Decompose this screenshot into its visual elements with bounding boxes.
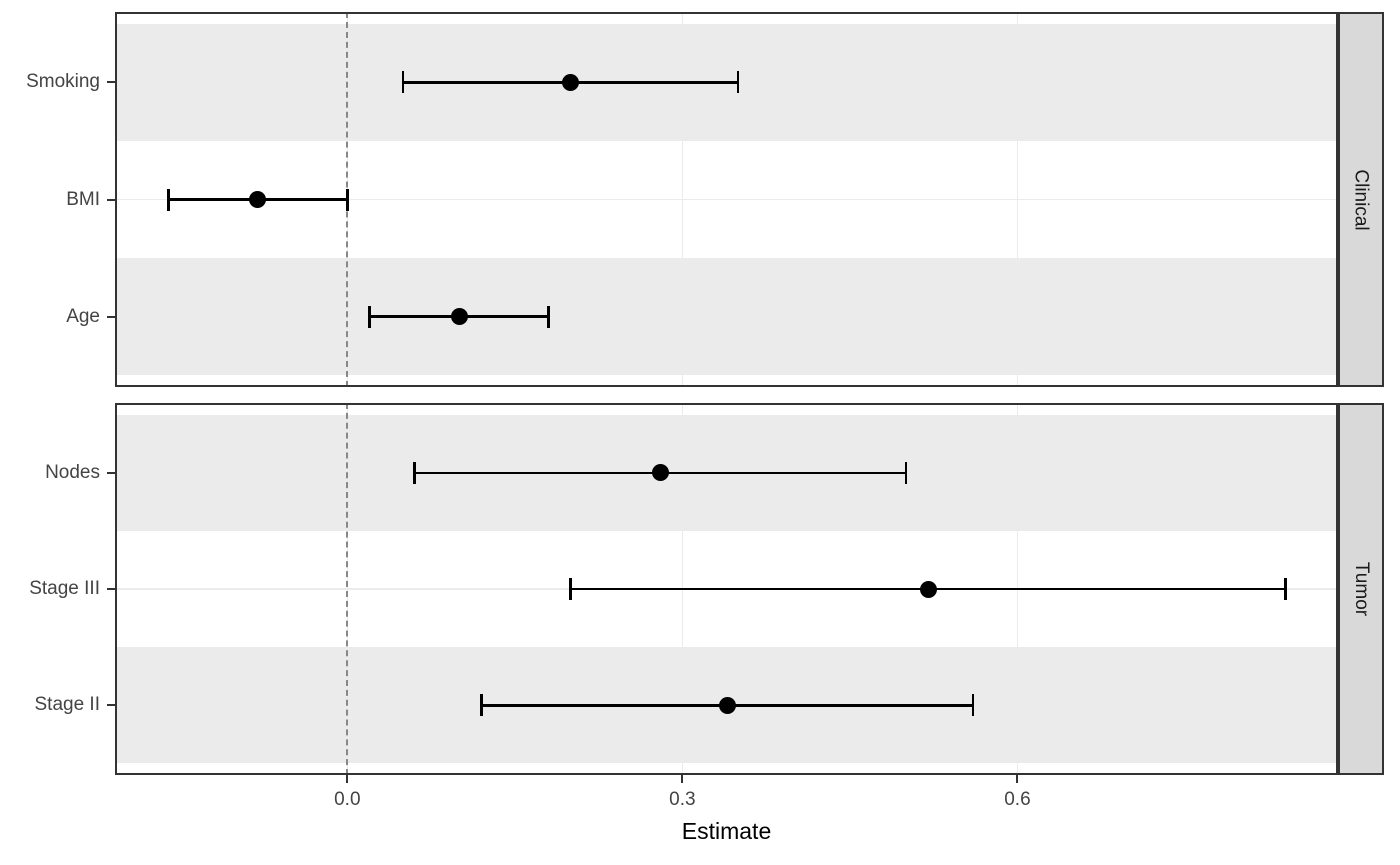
facet-panel-tumor (115, 403, 1338, 775)
estimate-point (718, 696, 736, 714)
ci-cap-low (480, 694, 483, 717)
y-axis-tick (107, 315, 115, 318)
estimate-point (919, 580, 937, 598)
y-axis-tick (107, 198, 115, 201)
y-axis-label: Stage II (34, 694, 101, 716)
y-axis-label: Smoking (26, 71, 100, 93)
ci-cap-high (736, 71, 740, 94)
ci-cap-high (904, 461, 907, 484)
facet-strip-tumor: Tumor (1338, 403, 1384, 775)
ci-cap-low (569, 578, 572, 600)
y-axis-tick (107, 588, 115, 590)
x-axis-tick (681, 775, 684, 783)
y-axis-tick (107, 704, 115, 707)
ci-cap-low (167, 188, 170, 211)
x-axis-tick-label: 0.6 (1004, 789, 1031, 810)
estimate-point (450, 308, 468, 326)
ci-cap-low (401, 71, 405, 94)
estimate-point (651, 464, 669, 482)
facet-strip-clinical: Clinical (1338, 12, 1384, 387)
zero-reference-line (346, 403, 349, 775)
facet-strip-label-clinical: Clinical (1351, 168, 1372, 231)
y-axis-label: Stage III (29, 578, 100, 599)
facet-panel-clinical (115, 12, 1338, 387)
facet-strip-label-tumor: Tumor (1351, 561, 1373, 617)
ci-cap-low (413, 461, 416, 484)
ci-cap-high (547, 305, 550, 328)
y-axis-label: BMI (66, 188, 100, 210)
ci-cap-high (1284, 578, 1287, 600)
y-axis-tick (107, 471, 115, 474)
y-axis-label: Age (66, 305, 100, 327)
y-axis-label: Nodes (45, 461, 100, 483)
h-gridline (115, 315, 1338, 318)
x-axis-tick (1016, 775, 1019, 783)
ci-cap-high (971, 694, 975, 717)
x-axis-title: Estimate (681, 818, 772, 844)
estimate-point (562, 73, 580, 91)
x-axis-tick-label: 0.3 (669, 789, 696, 810)
ci-cap-low (368, 305, 371, 328)
ci-cap-high (346, 188, 349, 211)
y-axis-tick (107, 81, 115, 84)
x-axis-tick-label: 0.0 (334, 789, 361, 810)
x-axis-tick (346, 775, 349, 783)
h-gridline (115, 198, 1338, 201)
estimate-point (249, 191, 267, 208)
